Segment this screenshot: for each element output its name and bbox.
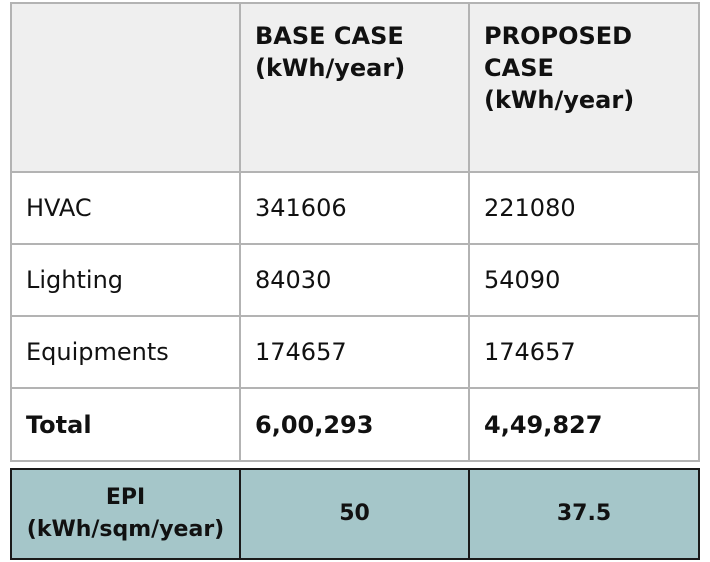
row-label: Equipments bbox=[10, 315, 241, 389]
row-label: HVAC bbox=[10, 171, 241, 245]
row-label: Lighting bbox=[10, 243, 241, 317]
header-proposed-case-line-2: CASE bbox=[484, 54, 554, 82]
row-proposed-value: 221080 bbox=[468, 171, 700, 245]
epi-base-value: 50 bbox=[239, 468, 470, 560]
epi-row: EPI (kWh/sqm/year) 50 37.5 bbox=[10, 468, 700, 560]
row-proposed-value: 174657 bbox=[468, 315, 700, 389]
total-proposed-value: 4,49,827 bbox=[468, 387, 700, 462]
epi-proposed-value: 37.5 bbox=[468, 468, 700, 560]
epi-label-line-1: EPI bbox=[105, 485, 146, 510]
row-proposed-value: 54090 bbox=[468, 243, 700, 317]
table-row-lighting: Lighting 84030 54090 bbox=[10, 243, 700, 317]
header-proposed-case: PROPOSED CASE (kWh/year) bbox=[468, 2, 700, 173]
table-row-total: Total 6,00,293 4,49,827 bbox=[10, 387, 700, 462]
header-base-case-line-1: BASE CASE bbox=[255, 22, 404, 50]
epi-label: EPI (kWh/sqm/year) bbox=[10, 468, 241, 560]
table-row-hvac: HVAC 341606 221080 bbox=[10, 171, 700, 245]
row-base-value: 174657 bbox=[239, 315, 470, 389]
header-base-case: BASE CASE (kWh/year) bbox=[239, 2, 470, 173]
total-label: Total bbox=[10, 387, 241, 462]
table-header-row: BASE CASE (kWh/year) PROPOSED CASE (kWh/… bbox=[10, 2, 700, 173]
header-base-case-line-2: (kWh/year) bbox=[255, 54, 406, 82]
row-base-value: 341606 bbox=[239, 171, 470, 245]
table-row-equipments: Equipments 174657 174657 bbox=[10, 315, 700, 389]
epi-table: EPI (kWh/sqm/year) 50 37.5 bbox=[10, 468, 700, 560]
total-base-value: 6,00,293 bbox=[239, 387, 470, 462]
row-base-value: 84030 bbox=[239, 243, 470, 317]
header-proposed-case-line-3: (kWh/year) bbox=[484, 86, 635, 114]
header-proposed-case-line-1: PROPOSED bbox=[484, 22, 633, 50]
header-corner-cell bbox=[10, 2, 241, 173]
energy-consumption-table: BASE CASE (kWh/year) PROPOSED CASE (kWh/… bbox=[10, 2, 700, 462]
epi-label-line-2: (kWh/sqm/year) bbox=[26, 517, 225, 542]
